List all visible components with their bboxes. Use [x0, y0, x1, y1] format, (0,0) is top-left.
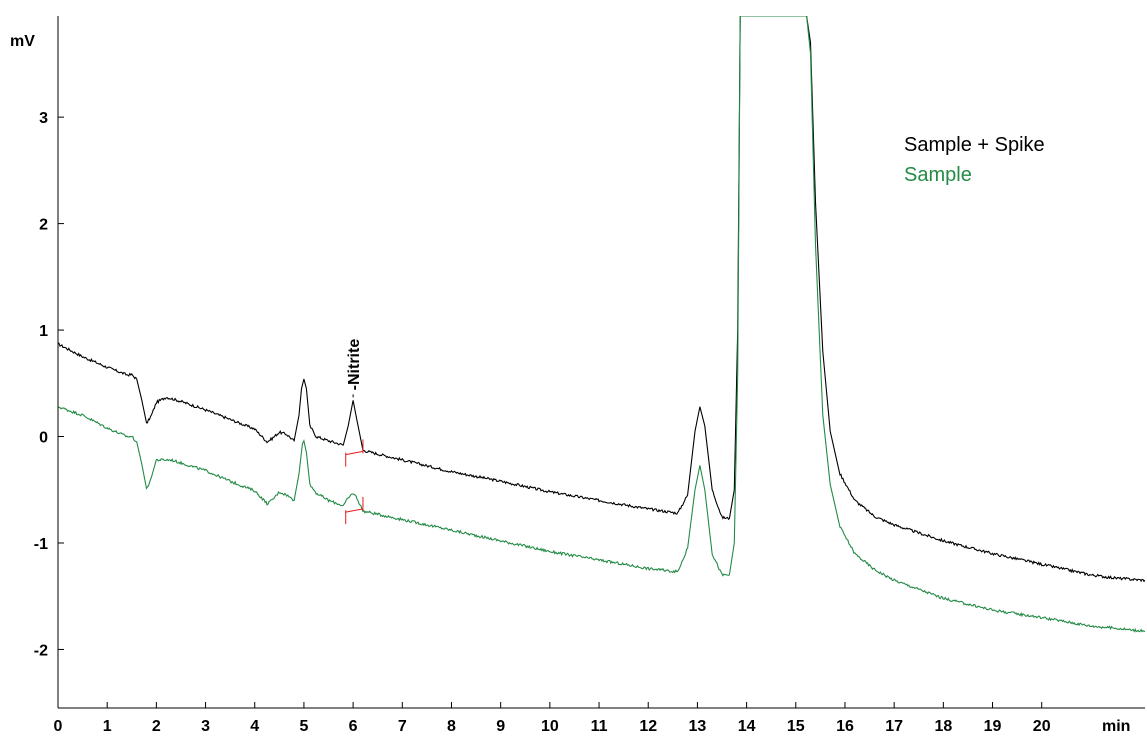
- x-tick-label: 4: [250, 718, 259, 735]
- x-axis-unit-label: min: [1102, 718, 1130, 735]
- x-tick-label: 1: [103, 718, 112, 735]
- peak-annotation-label: -Nitrite: [346, 339, 363, 391]
- series-layer: [58, 16, 1145, 633]
- x-tick-label: 20: [1033, 718, 1051, 735]
- x-tick-label: 19: [984, 718, 1002, 735]
- x-tick-label: 6: [349, 718, 358, 735]
- y-tick-label: 1: [39, 323, 48, 340]
- x-tick-label: 0: [54, 718, 63, 735]
- x-tick-label: 12: [639, 718, 657, 735]
- legend-entry-sample: Sample: [904, 164, 972, 186]
- annotations: -Nitrite: [346, 339, 363, 398]
- legend: Sample + Spike Sample: [904, 134, 1045, 186]
- x-tick-label: 16: [836, 718, 854, 735]
- y-tick-label: -1: [34, 536, 48, 553]
- y-tick-label: -2: [34, 642, 48, 659]
- axes: mV min: [10, 16, 1145, 735]
- x-tick-label: 14: [738, 718, 756, 735]
- series-line-1: [58, 16, 1145, 633]
- x-tick-label: 13: [689, 718, 707, 735]
- x-tick-label: 3: [201, 718, 210, 735]
- series-line-0: [58, 16, 1145, 583]
- legend-entry-sample-spike: Sample + Spike: [904, 134, 1045, 156]
- x-tick-label: 5: [299, 718, 308, 735]
- x-tick-label: 15: [787, 718, 805, 735]
- x-tick-label: 7: [398, 718, 407, 735]
- y-tick-label: 3: [39, 110, 48, 127]
- x-tick-label: 2: [152, 718, 161, 735]
- x-tick-label: 11: [591, 718, 608, 735]
- integration-baseline: [345, 508, 364, 513]
- x-tick-label: 9: [496, 718, 505, 735]
- x-tick-label: 18: [934, 718, 952, 735]
- y-tick-label: 0: [39, 430, 48, 447]
- y-axis-unit-label: mV: [10, 33, 35, 50]
- x-tick-label: 8: [447, 718, 456, 735]
- integration-baseline: [345, 450, 364, 456]
- y-tick-label: 2: [39, 217, 48, 234]
- x-tick-label: 17: [885, 718, 903, 735]
- x-tick-label: 10: [541, 718, 559, 735]
- integration-markers: [345, 439, 364, 525]
